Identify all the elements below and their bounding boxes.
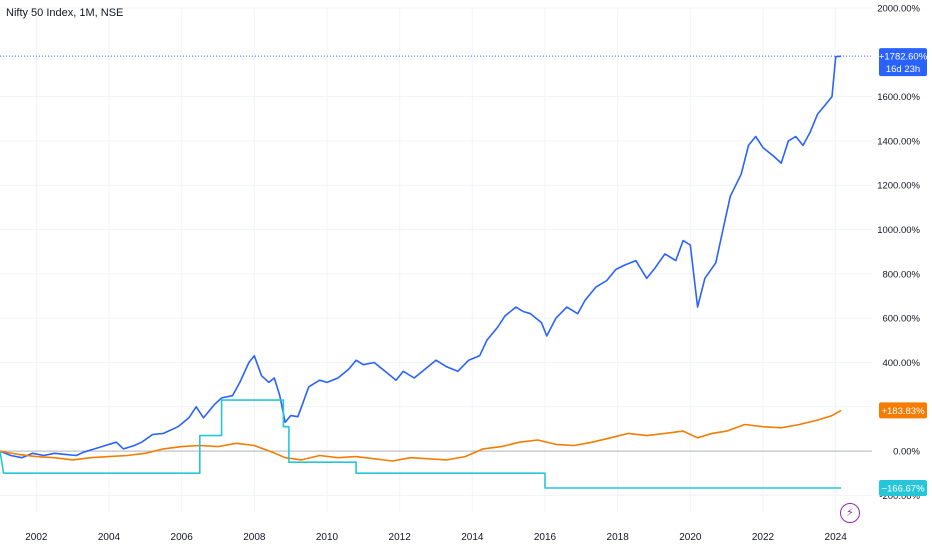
badge-value: −166.67%	[881, 484, 925, 495]
y-tick-label: 400.00%	[882, 358, 920, 369]
x-tick-label: 2016	[534, 532, 557, 543]
y-tick-label: 1000.00%	[877, 225, 920, 236]
y-tick-label: 2000.00%	[877, 4, 920, 15]
badge-background	[879, 48, 927, 77]
series-badge-0: +1782.60%16d 23h	[879, 48, 928, 77]
x-tick-label: 2020	[679, 532, 702, 543]
x-tick-label: 2010	[316, 532, 339, 543]
series-layer	[0, 55, 842, 489]
badge-background	[879, 480, 927, 497]
series-line-2[interactable]	[0, 399, 842, 489]
grid-lines	[0, 7, 872, 512]
y-tick-label: 600.00%	[882, 314, 920, 325]
series-badge-1: +183.83%	[879, 402, 927, 419]
x-tick-label: 2014	[461, 532, 484, 543]
y-axis[interactable]: -200.00%0.00%200.00%400.00%600.00%800.00…	[877, 4, 920, 502]
lightning-icon[interactable]: ⚡	[840, 503, 860, 523]
badge-value: +183.83%	[881, 406, 925, 417]
x-tick-label: 2018	[607, 532, 630, 543]
x-tick-label: 2002	[25, 532, 48, 543]
chart-title: Nifty 50 Index, 1M, NSE	[6, 7, 124, 19]
y-tick-label: -200.00%	[879, 491, 920, 502]
y-tick-label: 1600.00%	[877, 92, 920, 103]
x-tick-label: 2012	[389, 532, 412, 543]
badge-countdown: 16d 23h	[886, 64, 920, 75]
x-tick-label: 2006	[171, 532, 194, 543]
x-tick-label: 2004	[98, 532, 121, 543]
badge-background	[879, 402, 927, 419]
x-tick-label: 2024	[825, 532, 848, 543]
x-axis[interactable]: 2002 2004 2006 2008 2010 2012 2014 2016 2018 2020…	[25, 532, 847, 543]
series-line-1[interactable]	[0, 409, 842, 462]
reference-lines	[0, 55, 872, 452]
badge-value: +1782.60%	[879, 52, 928, 63]
series-line-0[interactable]	[0, 55, 842, 459]
y-tick-label: 1200.00%	[877, 181, 920, 192]
y-tick-label: 800.00%	[882, 269, 920, 280]
price-badges: +1782.60%16d 23h +183.83% −166.67%	[879, 48, 928, 497]
series-badge-2: −166.67%	[879, 480, 927, 497]
x-tick-label: 2022	[752, 532, 775, 543]
x-tick-label: 2008	[243, 532, 266, 543]
y-tick-label: 0.00%	[893, 447, 920, 458]
y-tick-label: 1400.00%	[877, 136, 920, 147]
